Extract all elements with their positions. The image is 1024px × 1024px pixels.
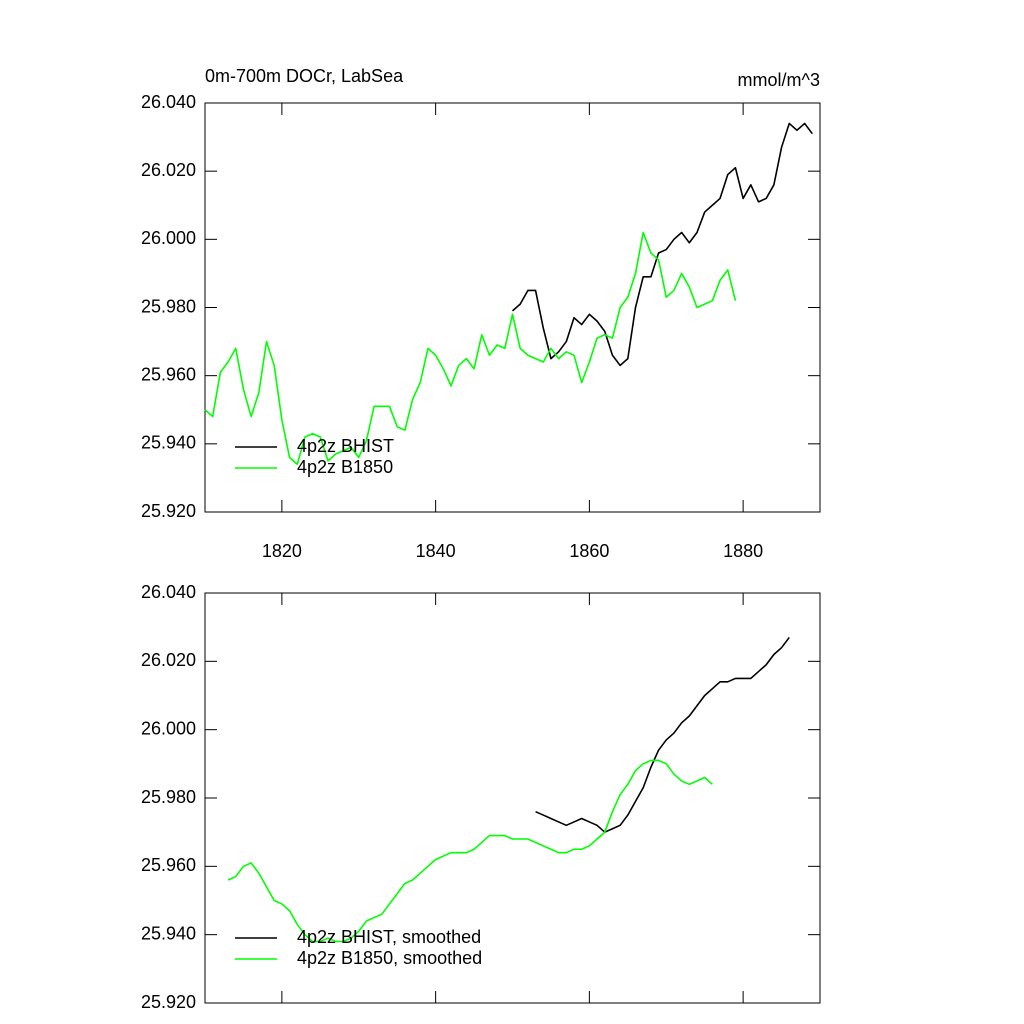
y-tick-label: 26.020 <box>141 650 196 670</box>
y-tick-label: 25.980 <box>141 296 196 316</box>
y-tick-label: 26.000 <box>141 228 196 248</box>
x-tick-label: 1880 <box>723 541 763 561</box>
y-tick-label: 25.920 <box>141 501 196 521</box>
x-tick-label: 1860 <box>569 541 609 561</box>
data-line <box>204 231 737 466</box>
y-tick-label: 26.000 <box>141 718 196 738</box>
legend-label: 4p2z BHIST, smoothed <box>297 927 481 947</box>
y-tick-label: 25.940 <box>141 923 196 943</box>
y-tick-label: 26.040 <box>141 582 196 602</box>
legend-label: 4p2z B1850, smoothed <box>297 948 482 968</box>
y-tick-label: 26.020 <box>141 160 196 180</box>
x-tick-label: 1820 <box>262 541 302 561</box>
chart-title: 0m-700m DOCr, LabSea <box>205 66 404 86</box>
legend-label: 4p2z B1850 <box>297 457 393 477</box>
data-line <box>227 759 713 943</box>
data-line <box>535 636 790 833</box>
y-tick-label: 25.960 <box>141 364 196 384</box>
units-label: mmol/m^3 <box>738 70 820 90</box>
data-line <box>511 122 813 367</box>
y-tick-label: 25.980 <box>141 787 196 807</box>
legend-label: 4p2z BHIST <box>297 436 394 456</box>
y-tick-label: 26.040 <box>141 92 196 112</box>
y-tick-label: 25.920 <box>141 992 196 1012</box>
y-tick-label: 25.940 <box>141 433 196 453</box>
x-tick-label: 1840 <box>416 541 456 561</box>
y-tick-label: 25.960 <box>141 855 196 875</box>
